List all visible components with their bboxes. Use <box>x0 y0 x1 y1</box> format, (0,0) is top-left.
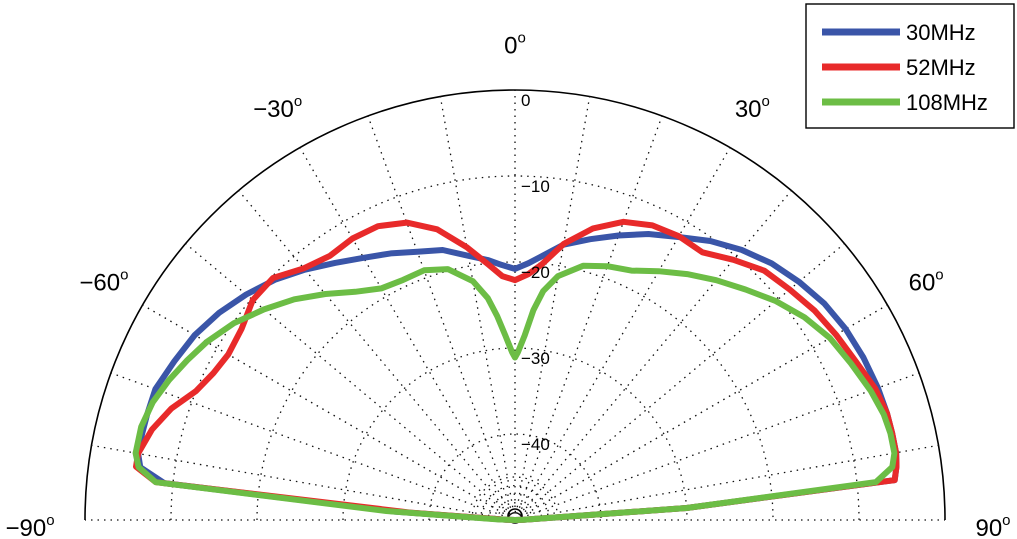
angular-tick-label: 90o <box>975 512 1010 539</box>
degree-superscript: o <box>935 267 943 284</box>
radial-grid-ring <box>170 175 860 521</box>
angular-tick-label: −30o <box>253 93 302 123</box>
legend-entry-label: 108MHz <box>906 90 988 115</box>
radial-tick-label: 0 <box>521 91 530 110</box>
angular-grid-spoke <box>514 115 663 521</box>
angular-grid-spoke <box>238 190 516 521</box>
degree-superscript: o <box>1002 512 1010 529</box>
radial-tick-label: −40 <box>521 435 550 454</box>
radial-grid-ring <box>471 476 559 521</box>
degree-superscript: o <box>120 267 128 284</box>
angular-grid-spoke <box>110 372 516 521</box>
degree-superscript: o <box>46 512 54 529</box>
angular-tick-text: 90 <box>975 515 1002 539</box>
angular-tick-text: 0 <box>504 32 517 59</box>
radial-grid-ring <box>505 510 525 521</box>
angular-tick-text: 60 <box>909 270 936 297</box>
angular-grid-spoke <box>514 190 792 521</box>
angular-tick-label: 0o <box>504 29 526 59</box>
legend-entry-label: 52MHz <box>906 55 976 80</box>
angular-tick-text: −90 <box>5 515 46 539</box>
angular-grid-spoke <box>185 243 516 521</box>
legend-entry-label: 30MHz <box>906 20 976 45</box>
radial-grid-ring <box>256 261 774 521</box>
angular-grid-spoke <box>514 243 845 521</box>
angular-tick-label: −60o <box>79 267 128 297</box>
series-line-2 <box>133 218 900 523</box>
angular-tick-label: 30o <box>735 93 770 123</box>
series-curves <box>132 218 900 523</box>
angular-grid-spoke <box>514 304 888 521</box>
angular-tick-label: 60o <box>909 267 944 297</box>
legend: 30MHz 52MHz 108MHz <box>805 3 1015 129</box>
angular-grid-spoke <box>439 96 516 521</box>
degree-superscript: o <box>294 93 302 110</box>
radial-tick-label: −10 <box>521 177 550 196</box>
angular-grid-spoke <box>299 147 516 521</box>
angular-tick-text: 30 <box>735 96 762 123</box>
radial-grid-ring <box>488 493 542 521</box>
degree-superscript: o <box>518 29 526 46</box>
angular-grid-spoke <box>514 96 591 521</box>
degree-superscript: o <box>762 93 770 110</box>
radial-tick-label: −30 <box>521 349 550 368</box>
angular-tick-text: −60 <box>79 270 120 297</box>
polar-grid <box>84 89 946 524</box>
radial-grid-ring <box>428 433 602 521</box>
angular-grid-spoke <box>514 444 939 521</box>
angular-tick-text: −30 <box>253 96 294 123</box>
radial-tick-label: −20 <box>521 263 550 282</box>
angular-grid-spoke <box>514 372 920 521</box>
radial-grid-ring <box>497 502 533 521</box>
angular-grid-spoke <box>367 115 516 521</box>
angular-grid-spoke <box>91 444 516 521</box>
angular-grid-spoke <box>514 147 731 521</box>
series-line-3 <box>132 262 898 523</box>
angular-tick-label: −90o <box>5 512 54 539</box>
